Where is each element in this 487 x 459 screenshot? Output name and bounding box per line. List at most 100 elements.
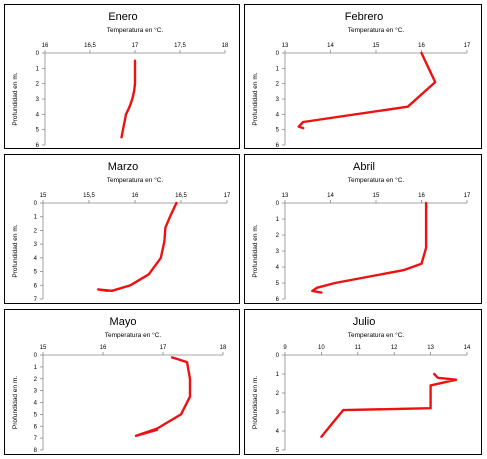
y-axis-label-julio: Profundidad en m. bbox=[252, 376, 259, 429]
y-axis-label-abril: Profundidad en m. bbox=[252, 224, 259, 277]
series-line-febrero bbox=[297, 51, 437, 130]
series-line-marzo bbox=[96, 201, 178, 293]
series-line-abril bbox=[311, 201, 428, 294]
y-tick-label: 3 bbox=[36, 97, 40, 103]
chart-panel-marzo: Marzo Temperatura en °C. 15 15,5 16 16,5 17 0 1 2… bbox=[4, 154, 240, 304]
series-line-mayo bbox=[134, 356, 192, 438]
x-tick-label: 16 bbox=[418, 43, 425, 49]
y-tick-label: 4 bbox=[276, 265, 280, 271]
y-tick-label: 2 bbox=[34, 377, 38, 383]
chart-title-febrero: Febrero bbox=[345, 11, 384, 23]
y-tick-label: 8 bbox=[34, 448, 38, 454]
x-axis-label-abril: Temperatura en °C. bbox=[348, 176, 405, 184]
y-tick-label: 2 bbox=[276, 391, 280, 397]
y-tick-label: 7 bbox=[34, 297, 38, 303]
y-tick-label: 3 bbox=[276, 410, 280, 416]
y-axis-label-febrero: Profundidad en m. bbox=[252, 72, 259, 125]
y-tick-label: 7 bbox=[34, 436, 38, 442]
x-tick-label: 15 bbox=[40, 193, 47, 199]
x-tick-label: 17 bbox=[464, 193, 471, 199]
x-tick-label: 10 bbox=[318, 345, 325, 351]
y-tick-label: 6 bbox=[34, 424, 38, 430]
y-tick-label: 4 bbox=[34, 401, 38, 407]
chart-panel-enero: Enero Temperatura en °C. 16 16,5 17 17,5 18 0 1 2… bbox=[4, 4, 240, 149]
y-tick-label: 5 bbox=[36, 128, 40, 134]
y-tick-label: 1 bbox=[276, 372, 280, 378]
y-tick-label: 0 bbox=[276, 353, 280, 359]
y-tick-label: 3 bbox=[276, 97, 280, 103]
y-tick-label: 5 bbox=[34, 412, 38, 418]
x-tick-label: 18 bbox=[220, 345, 227, 351]
y-tick-label: 2 bbox=[36, 82, 40, 88]
x-tick-label: 16 bbox=[418, 193, 425, 199]
chart-title-marzo: Marzo bbox=[108, 161, 139, 173]
x-tick-label: 12 bbox=[391, 345, 398, 351]
chart-panel-abril: Abril Temperatura en °C. 13 14 15 16 17 0 1 2 3 4 5 6… bbox=[244, 154, 482, 304]
series-line-enero bbox=[120, 59, 137, 139]
chart-title-julio: Julio bbox=[353, 316, 376, 328]
x-tick-label: 14 bbox=[464, 345, 471, 351]
x-tick-label: 13 bbox=[427, 345, 434, 351]
y-tick-label: 6 bbox=[34, 283, 38, 289]
y-tick-label: 1 bbox=[34, 365, 38, 371]
chart-svg-abril: Abril Temperatura en °C. 13 14 15 16 17 0 1 2 3 4 5 6… bbox=[252, 161, 471, 303]
chart-panel-julio: Julio Temperatura en °C. 9 10 11 12 13 14 0 1 2 3 4 5… bbox=[244, 309, 482, 455]
chart-svg-febrero: Febrero Temperatura en °C. 13 14 15 16 17 0 1 2 3 4… bbox=[252, 11, 471, 149]
y-tick-label: 2 bbox=[34, 228, 38, 234]
x-tick-label: 13 bbox=[282, 43, 289, 49]
x-tick-label: 16,5 bbox=[84, 43, 96, 49]
chart-title-abril: Abril bbox=[353, 161, 375, 173]
y-tick-label: 0 bbox=[34, 201, 38, 207]
y-tick-label: 1 bbox=[36, 66, 40, 72]
y-tick-label: 4 bbox=[276, 112, 280, 118]
x-tick-label: 14 bbox=[327, 193, 334, 199]
series-line-julio bbox=[320, 372, 458, 438]
x-tick-label: 16,5 bbox=[175, 193, 187, 199]
y-tick-label: 6 bbox=[36, 143, 40, 149]
chart-svg-enero: Enero Temperatura en °C. 16 16,5 17 17,5 18 0 1 2… bbox=[12, 11, 229, 149]
y-tick-label: 0 bbox=[276, 51, 280, 57]
x-tick-label: 17 bbox=[132, 43, 139, 49]
y-tick-label: 5 bbox=[34, 270, 38, 276]
y-tick-label: 1 bbox=[34, 215, 38, 221]
y-tick-label: 6 bbox=[276, 297, 280, 303]
x-axis-label-julio: Temperatura en °C. bbox=[348, 331, 405, 339]
x-tick-label: 15,5 bbox=[83, 193, 95, 199]
y-axis-label-mayo: Profundidad en m. bbox=[12, 376, 19, 429]
y-tick-label: 3 bbox=[34, 389, 38, 395]
y-tick-label: 6 bbox=[276, 143, 280, 149]
x-tick-label: 16 bbox=[132, 193, 139, 199]
y-tick-label: 5 bbox=[276, 448, 280, 454]
y-tick-label: 4 bbox=[36, 112, 40, 118]
y-tick-label: 0 bbox=[34, 353, 38, 359]
x-tick-label: 15 bbox=[373, 43, 380, 49]
x-tick-label: 17 bbox=[160, 345, 167, 351]
chart-svg-marzo: Marzo Temperatura en °C. 15 15,5 16 16,5 17 0 1 2… bbox=[12, 161, 231, 303]
y-tick-label: 1 bbox=[276, 66, 280, 72]
x-axis-label-enero: Temperatura en °C. bbox=[107, 26, 164, 34]
y-axis-label-enero: Profundidad en m. bbox=[12, 72, 19, 125]
y-tick-label: 0 bbox=[36, 51, 40, 57]
x-tick-label: 14 bbox=[327, 43, 334, 49]
y-tick-label: 5 bbox=[276, 281, 280, 287]
x-tick-label: 17,5 bbox=[174, 43, 186, 49]
y-tick-label: 3 bbox=[276, 249, 280, 255]
y-tick-label: 3 bbox=[34, 242, 38, 248]
y-tick-label: 4 bbox=[276, 429, 280, 435]
x-tick-label: 17 bbox=[224, 193, 231, 199]
x-tick-label: 9 bbox=[283, 345, 287, 351]
y-tick-label: 5 bbox=[276, 128, 280, 134]
x-tick-label: 15 bbox=[373, 193, 380, 199]
x-axis-label-mayo: Temperatura en °C. bbox=[105, 331, 162, 339]
y-axis-label-marzo: Profundidad en m. bbox=[12, 224, 19, 277]
chart-svg-mayo: Mayo Temperatura en °C. 15 16 17 18 0 1 2 3 4 5 6 7 8 P… bbox=[12, 316, 227, 454]
chart-title-enero: Enero bbox=[108, 11, 137, 23]
x-tick-label: 13 bbox=[282, 193, 289, 199]
chart-panel-febrero: Febrero Temperatura en °C. 13 14 15 16 17 0 1 2 3 4… bbox=[244, 4, 482, 149]
x-axis-label-marzo: Temperatura en °C. bbox=[107, 176, 164, 184]
x-tick-label: 16 bbox=[100, 345, 107, 351]
y-tick-label: 1 bbox=[276, 217, 280, 223]
x-tick-label: 11 bbox=[355, 345, 362, 351]
x-tick-label: 16 bbox=[42, 43, 49, 49]
chart-panel-mayo: Mayo Temperatura en °C. 15 16 17 18 0 1 2 3 4 5 6 7 8 P… bbox=[4, 309, 240, 455]
